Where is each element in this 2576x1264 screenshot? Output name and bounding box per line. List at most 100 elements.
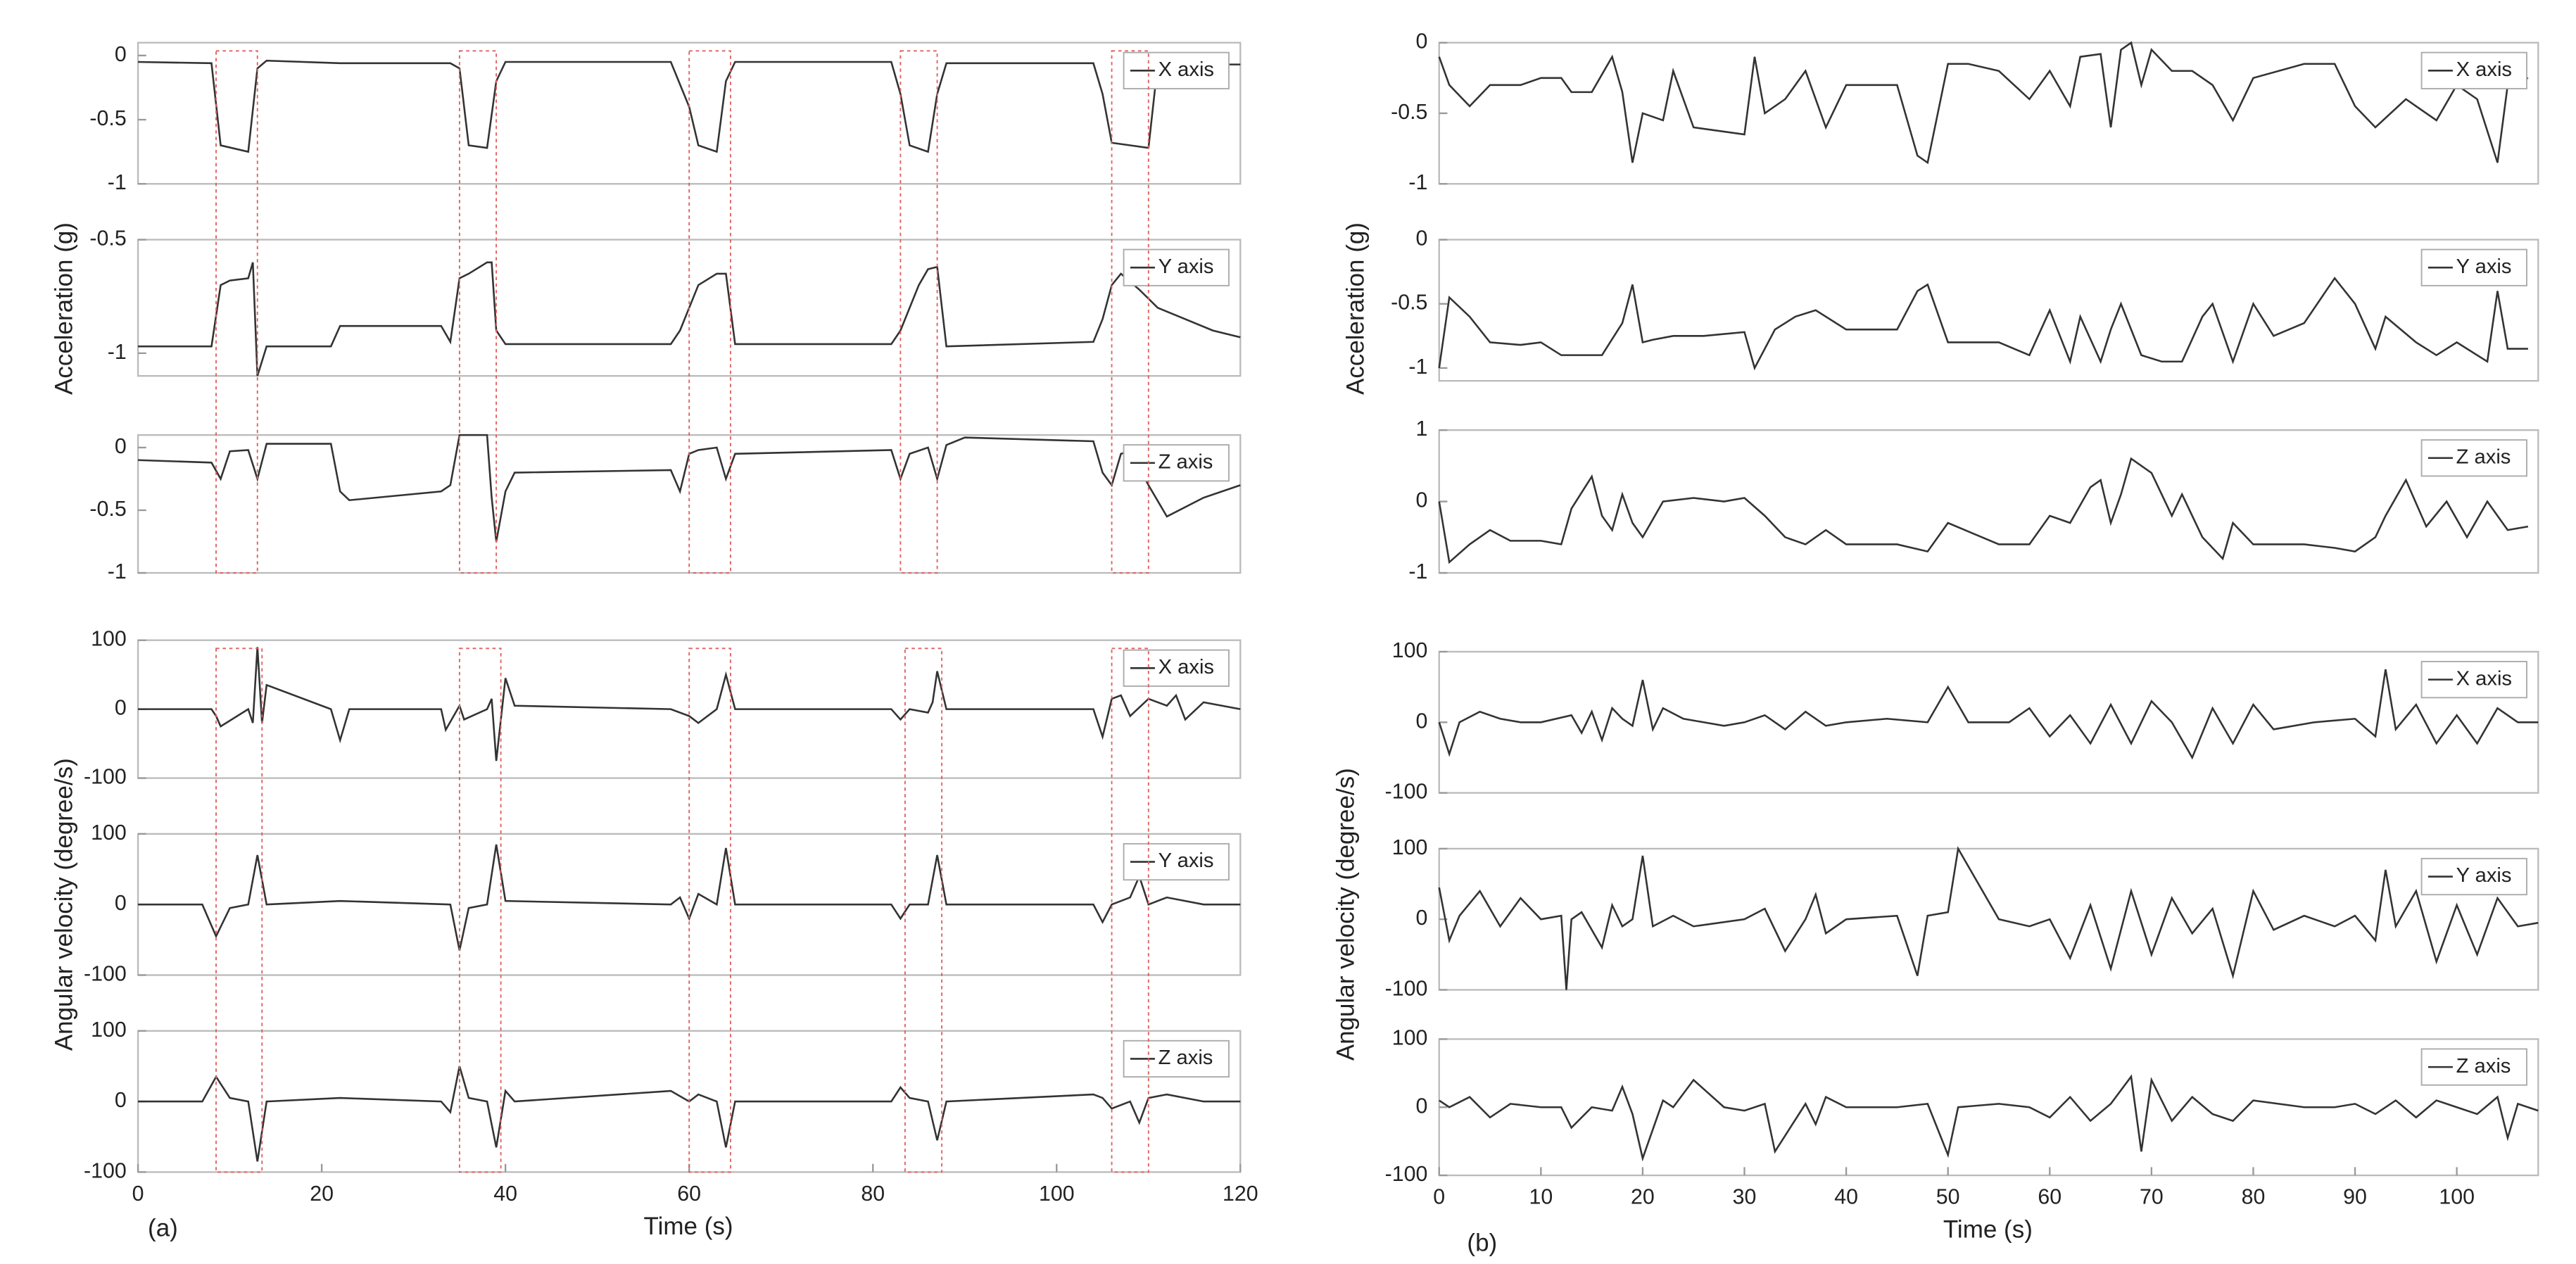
legend-label: X axis	[1158, 656, 1214, 678]
x-tick-label: 0	[132, 1182, 144, 1206]
plot-frame	[1438, 239, 2539, 382]
highlight-region	[458, 647, 502, 1173]
y-tick-label: 0	[1416, 227, 1428, 251]
y-tick-label: -0.5	[1391, 291, 1427, 315]
legend-label: X axis	[1158, 58, 1214, 81]
x-tick-label: 80	[861, 1182, 885, 1206]
data-line	[1438, 457, 2529, 564]
y-tick-label: 0	[1416, 1094, 1428, 1118]
y-axis-label: Acceleration (g)	[51, 222, 78, 395]
x-tick-label: 40	[493, 1182, 517, 1206]
legend-label: Y axis	[1158, 849, 1214, 872]
legend-label: Y axis	[2456, 864, 2512, 887]
x-tick-label: 90	[2343, 1186, 2367, 1209]
y-tick-label: -1	[1408, 171, 1427, 194]
y-tick-label: 100	[91, 1018, 127, 1042]
y-tick-label: -100	[1385, 780, 1428, 804]
legend-box	[2420, 51, 2527, 89]
y-tick-label: 0	[1416, 30, 1428, 53]
y-tick-label: 0	[1416, 489, 1428, 512]
legend-label: Z axis	[2456, 445, 2511, 468]
x-tick-label: 20	[1631, 1186, 1655, 1209]
y-tick-label: -1	[1408, 355, 1427, 379]
highlight-region	[904, 647, 943, 1173]
y-tick-label: -100	[84, 963, 127, 986]
x-axis-label: Time (s)	[1943, 1216, 2033, 1244]
y-tick-label: -0.5	[89, 107, 126, 130]
data-line	[1438, 41, 2529, 165]
y-tick-label: -0.5	[1391, 101, 1427, 124]
data-line	[1438, 277, 2528, 371]
legend-label: X axis	[2456, 58, 2512, 81]
y-tick-label: -0.5	[89, 498, 126, 521]
legend-box	[2420, 661, 2527, 699]
x-tick-label: 100	[1039, 1182, 1075, 1206]
y-tick-label: 0	[115, 1089, 127, 1112]
y-tick-label: 0	[115, 435, 127, 458]
y-tick-label: 0	[115, 43, 127, 66]
data-line	[1438, 669, 2539, 760]
x-tick-label: 100	[2439, 1186, 2475, 1209]
x-tick-label: 70	[2140, 1186, 2164, 1209]
y-tick-label: 0	[115, 697, 127, 720]
y-axis-label: Angular velocity (degree/s)	[1332, 768, 1359, 1061]
highlight-region	[458, 50, 498, 574]
highlight-region	[1111, 50, 1149, 574]
data-line	[138, 844, 1241, 951]
highlight-region	[899, 50, 938, 574]
highlight-region	[688, 647, 731, 1173]
data-line	[138, 59, 1241, 153]
legend-label: Y axis	[1158, 255, 1214, 278]
x-tick-label: 120	[1223, 1182, 1258, 1206]
highlight-region	[688, 50, 731, 574]
y-tick-label: 100	[1392, 836, 1428, 859]
highlight-region	[1111, 647, 1149, 1173]
x-tick-label: 30	[1733, 1186, 1757, 1209]
x-tick-label: 10	[1529, 1186, 1553, 1209]
panel-label: (a)	[148, 1214, 178, 1241]
y-tick-label: 100	[1392, 639, 1428, 662]
x-tick-label: 0	[1433, 1186, 1445, 1209]
x-tick-label: 20	[310, 1182, 334, 1206]
y-tick-label: -100	[84, 766, 127, 789]
x-tick-label: 40	[1834, 1186, 1858, 1209]
highlight-region	[215, 50, 258, 574]
legend-label: X axis	[2456, 667, 2512, 690]
x-tick-label: 60	[2038, 1186, 2062, 1209]
y-axis-label: Acceleration (g)	[1341, 222, 1369, 395]
y-axis-label: Angular velocity (degree/s)	[51, 758, 78, 1051]
y-tick-label: 0	[1416, 709, 1428, 733]
y-tick-label: -0.5	[89, 227, 126, 251]
y-tick-label: -100	[1385, 978, 1428, 1001]
data-line	[138, 1066, 1241, 1162]
y-tick-label: -1	[108, 560, 127, 583]
y-tick-label: 1	[1416, 417, 1428, 441]
y-tick-label: 0	[115, 892, 127, 915]
y-tick-label: -100	[1385, 1163, 1428, 1186]
data-line	[1438, 846, 2539, 990]
data-line	[138, 647, 1241, 761]
x-tick-label: 50	[1936, 1186, 1960, 1209]
panel-label: (b)	[1467, 1229, 1497, 1256]
x-tick-label: 60	[677, 1182, 701, 1206]
y-tick-label: -1	[1408, 560, 1427, 583]
x-axis-label: Time (s)	[644, 1213, 733, 1240]
y-tick-label: 100	[91, 821, 127, 845]
highlight-region	[215, 647, 263, 1173]
y-tick-label: 0	[1416, 906, 1428, 930]
y-tick-label: 100	[91, 628, 127, 651]
legend-label: Z axis	[1158, 450, 1213, 473]
data-line	[1439, 1074, 2539, 1162]
y-tick-label: -1	[108, 171, 127, 194]
y-tick-label: 100	[1392, 1026, 1428, 1049]
y-tick-label: -100	[84, 1159, 127, 1182]
y-tick-label: -1	[108, 341, 127, 364]
data-line	[138, 261, 1241, 377]
legend-label: Z axis	[1158, 1047, 1213, 1069]
legend-label: Y axis	[2456, 255, 2512, 278]
legend-label: Z axis	[2456, 1055, 2511, 1077]
x-tick-label: 80	[2242, 1186, 2266, 1209]
